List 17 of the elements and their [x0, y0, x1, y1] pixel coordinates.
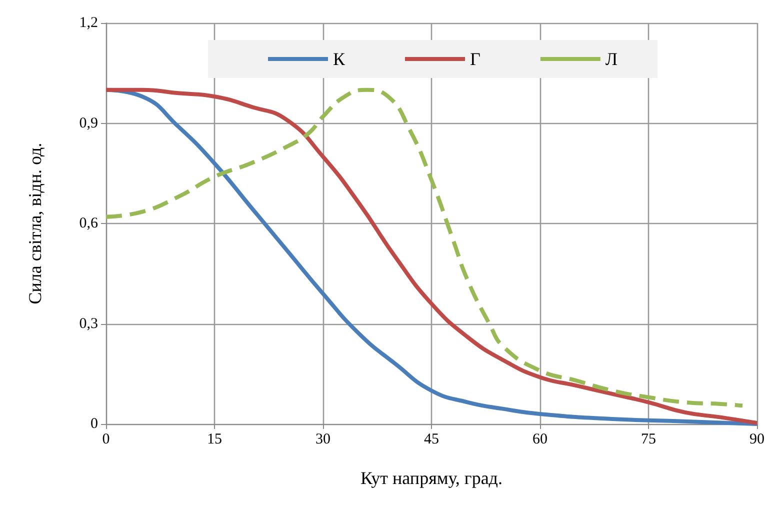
y-tick-label: 0,6: [79, 216, 98, 232]
x-tick-label: 75: [641, 432, 656, 448]
y-tick-label: 0,3: [79, 316, 98, 332]
x-tick-label: 0: [102, 432, 110, 448]
x-axis-title: Кут напряму, град.: [360, 468, 502, 488]
y-tick-label: 0: [90, 416, 98, 432]
legend-label: К: [333, 49, 346, 69]
y-tick-label: 0,9: [79, 115, 98, 132]
x-tick-label: 60: [532, 432, 548, 448]
x-tick-label: 15: [207, 432, 222, 448]
y-axis-title: Сила світла, відн. од.: [25, 142, 45, 304]
x-tick-label: 45: [424, 432, 439, 448]
legend-label: Л: [605, 49, 618, 69]
y-tick-label: 1,2: [79, 15, 98, 31]
x-tick-label: 90: [750, 432, 764, 448]
x-tick-label: 30: [316, 432, 330, 448]
legend-label: Г: [470, 49, 480, 69]
